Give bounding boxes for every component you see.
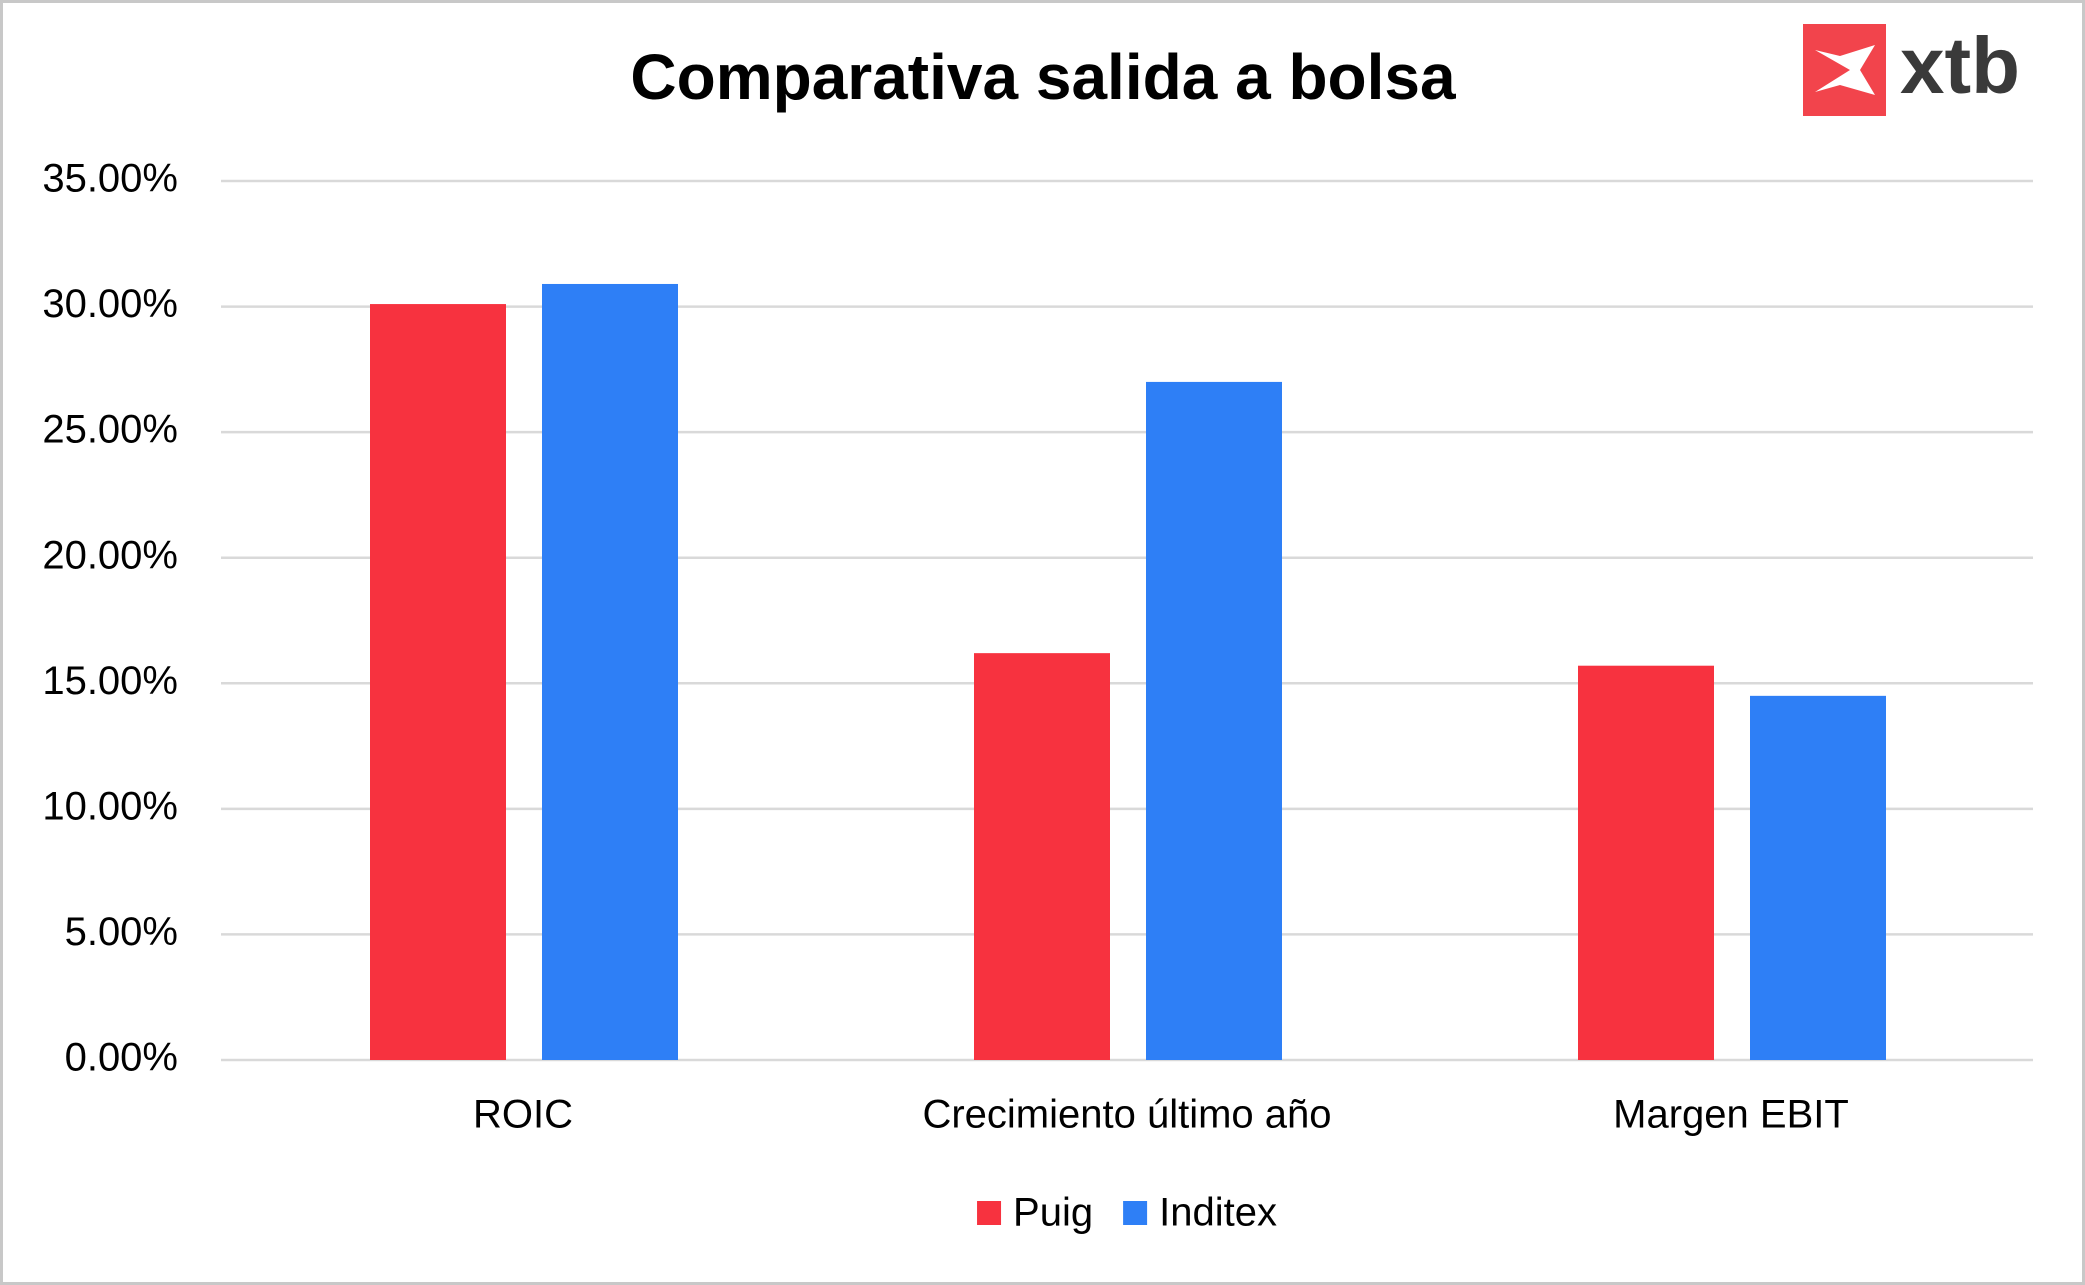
y-tick-label: 30.00% xyxy=(42,282,178,326)
y-tick-label: 0.00% xyxy=(65,1036,178,1080)
logo: xtb xyxy=(1803,21,2020,116)
y-tick-label: 10.00% xyxy=(42,784,178,828)
legend-swatch xyxy=(1123,1201,1148,1225)
y-tick-label: 15.00% xyxy=(42,659,178,703)
bar xyxy=(1578,665,1714,1060)
y-tick-label: 20.00% xyxy=(42,533,178,577)
x-tick-label: Margen EBIT xyxy=(1613,1093,1849,1137)
y-tick-label: 25.00% xyxy=(42,408,178,452)
legend-label: Puig xyxy=(1013,1191,1093,1235)
bar xyxy=(974,653,1110,1060)
logo-icon xyxy=(1815,45,1875,95)
y-tick-label: 5.00% xyxy=(65,910,178,954)
bar xyxy=(1146,381,1282,1060)
logo-text: xtb xyxy=(1900,21,2020,110)
bar xyxy=(370,304,506,1060)
bar xyxy=(1750,695,1886,1060)
x-tick-label: Crecimiento último año xyxy=(922,1093,1331,1137)
logo-mark xyxy=(1803,24,1886,116)
chart-title: Comparativa salida a bolsa xyxy=(630,41,1456,113)
legend-swatch xyxy=(977,1201,1002,1225)
legend-label: Inditex xyxy=(1159,1191,1277,1235)
y-tick-label: 35.00% xyxy=(42,157,178,201)
x-tick-label: ROIC xyxy=(473,1093,573,1137)
bar xyxy=(542,283,678,1060)
